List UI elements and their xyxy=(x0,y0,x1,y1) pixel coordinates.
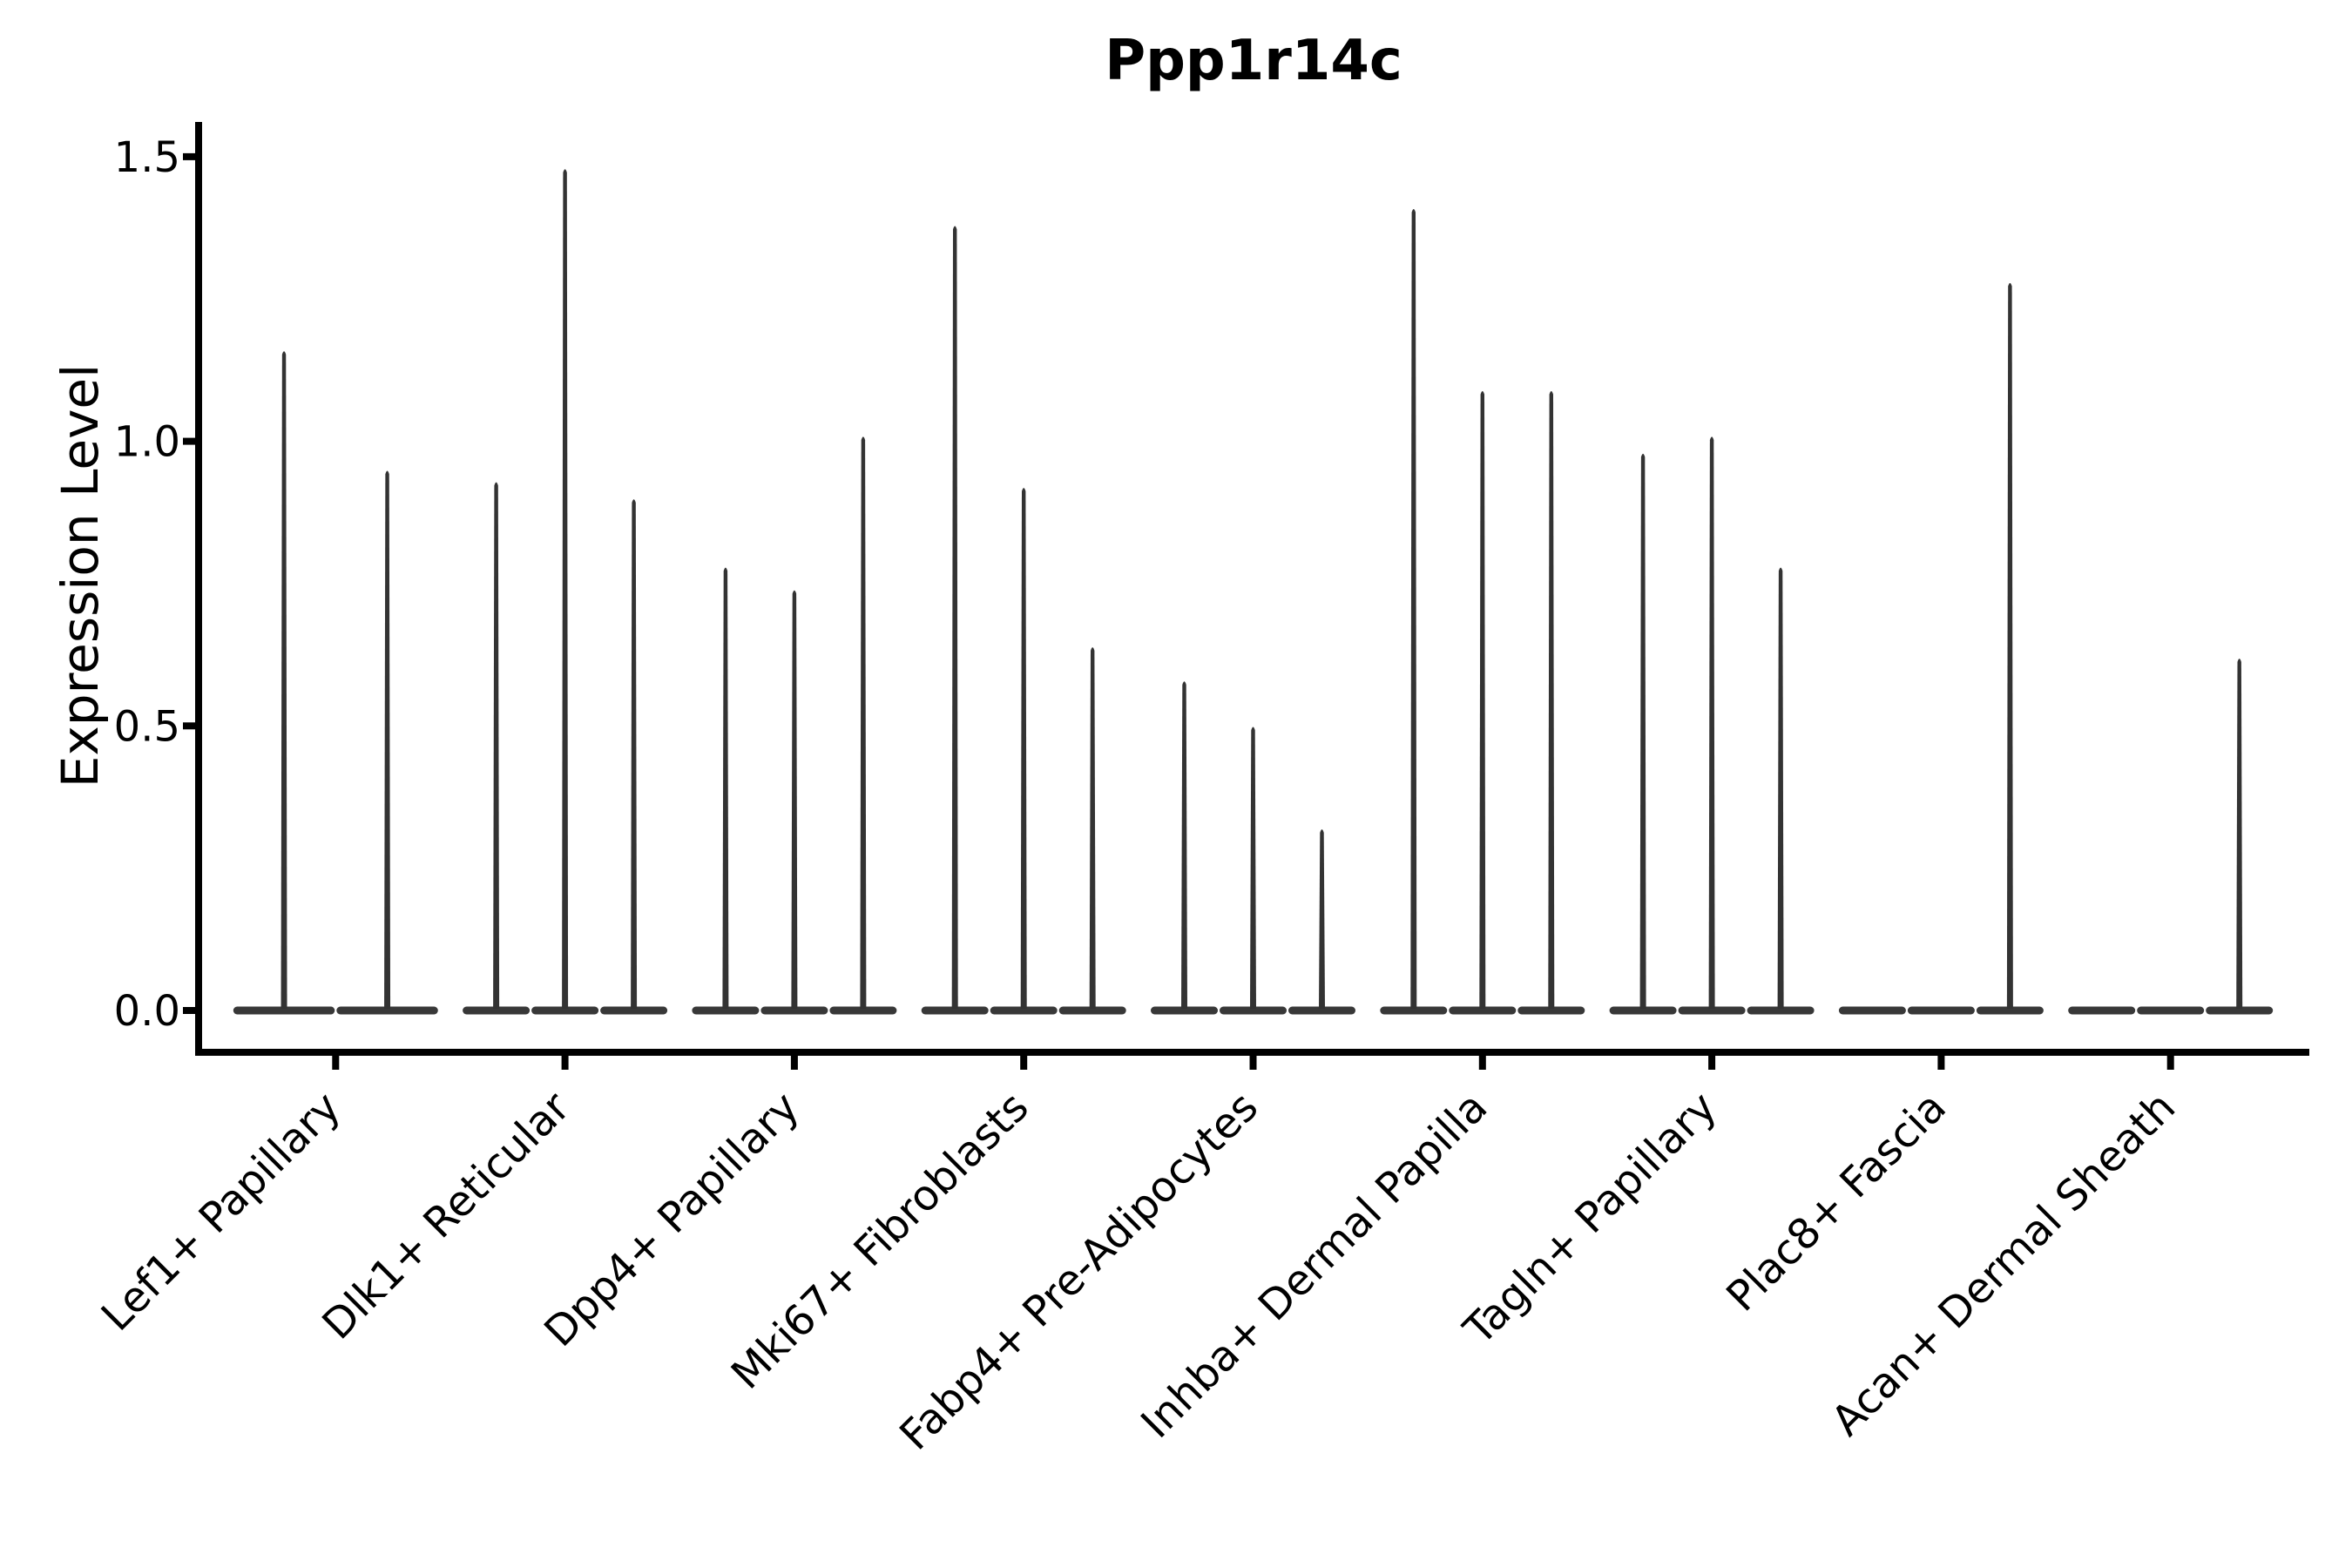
x-tick-mark xyxy=(561,1056,569,1070)
x-tick-mark xyxy=(1708,1056,1716,1070)
y-axis-spine xyxy=(195,122,202,1056)
violin-spike xyxy=(384,470,391,1009)
violin-spike xyxy=(791,590,798,1009)
violin-base xyxy=(1747,1006,1815,1015)
violin-base xyxy=(760,1006,828,1015)
x-tick-label: Dlk1+ Reticular xyxy=(313,1083,579,1349)
violin-base xyxy=(600,1006,668,1015)
x-tick-label: Lef1+ Papillary xyxy=(92,1083,350,1341)
violin-base xyxy=(990,1006,1058,1015)
violin-spike xyxy=(1708,436,1715,1009)
violin-spike xyxy=(1410,208,1417,1009)
violin-spike xyxy=(1089,647,1096,1009)
violin-spike xyxy=(631,499,638,1009)
x-tick-mark xyxy=(1020,1056,1028,1070)
violin-base xyxy=(531,1006,599,1015)
violin-spike xyxy=(2006,282,2013,1009)
violin-spike xyxy=(1181,681,1187,1009)
violin-base xyxy=(1058,1006,1126,1015)
y-tick-mark xyxy=(183,1007,195,1014)
violin-base xyxy=(2206,1006,2274,1015)
x-axis-spine xyxy=(195,1049,2309,1056)
violin-base xyxy=(2068,1006,2136,1015)
violin-base xyxy=(1220,1006,1287,1015)
violin-base xyxy=(336,1006,438,1015)
y-tick-label: 0.0 xyxy=(114,987,180,1036)
y-tick-mark xyxy=(183,152,195,160)
violin-spike xyxy=(1319,829,1325,1009)
violin-spike xyxy=(951,226,958,1010)
violin-base xyxy=(1380,1006,1448,1015)
x-tick-mark xyxy=(1937,1056,1945,1070)
violin-spike xyxy=(2236,659,2243,1009)
violin-base xyxy=(1678,1006,1746,1015)
violin-spike xyxy=(860,436,867,1009)
violin-base xyxy=(1151,1006,1218,1015)
violin-base xyxy=(1976,1006,2044,1015)
x-tick-label: Plac8+ Fascia xyxy=(1717,1083,1956,1321)
violin-base xyxy=(2137,1006,2205,1015)
violin-base xyxy=(1907,1006,1975,1015)
y-tick-label: 0.5 xyxy=(114,702,180,751)
violin-base xyxy=(233,1006,335,1015)
violin-spike xyxy=(562,169,569,1009)
x-tick-label: Tagln+ Papillary xyxy=(1454,1083,1726,1355)
x-tick-label: Dpp4+ Papillary xyxy=(535,1083,808,1356)
violin-base xyxy=(692,1006,760,1015)
violin-base xyxy=(1449,1006,1517,1015)
y-tick-label: 1.5 xyxy=(114,133,180,182)
violin-base xyxy=(463,1006,531,1015)
x-tick-mark xyxy=(1249,1056,1257,1070)
y-tick-label: 1.0 xyxy=(114,418,180,467)
violin-base xyxy=(921,1006,989,1015)
violin-spike xyxy=(1548,391,1555,1009)
violin-spike xyxy=(493,482,500,1009)
x-tick-mark xyxy=(2166,1056,2174,1070)
violin-spike xyxy=(1250,727,1256,1009)
violin-base xyxy=(1288,1006,1355,1015)
violin-spike xyxy=(1479,391,1486,1009)
plot-title: Ppp1r14c xyxy=(1105,29,1402,93)
violin-spike xyxy=(1639,453,1646,1009)
violin-spike xyxy=(1777,567,1784,1009)
y-tick-mark xyxy=(183,722,195,730)
violin-spike xyxy=(280,351,287,1009)
violin-spike xyxy=(722,567,729,1009)
violin-base xyxy=(829,1006,897,1015)
x-tick-mark xyxy=(332,1056,340,1070)
x-tick-mark xyxy=(1478,1056,1486,1070)
violin-base xyxy=(1609,1006,1677,1015)
x-tick-mark xyxy=(790,1056,798,1070)
violin-base xyxy=(1838,1006,1906,1015)
violin-base xyxy=(1517,1006,1585,1015)
violin-spike xyxy=(1020,488,1027,1009)
y-tick-mark xyxy=(183,437,195,445)
